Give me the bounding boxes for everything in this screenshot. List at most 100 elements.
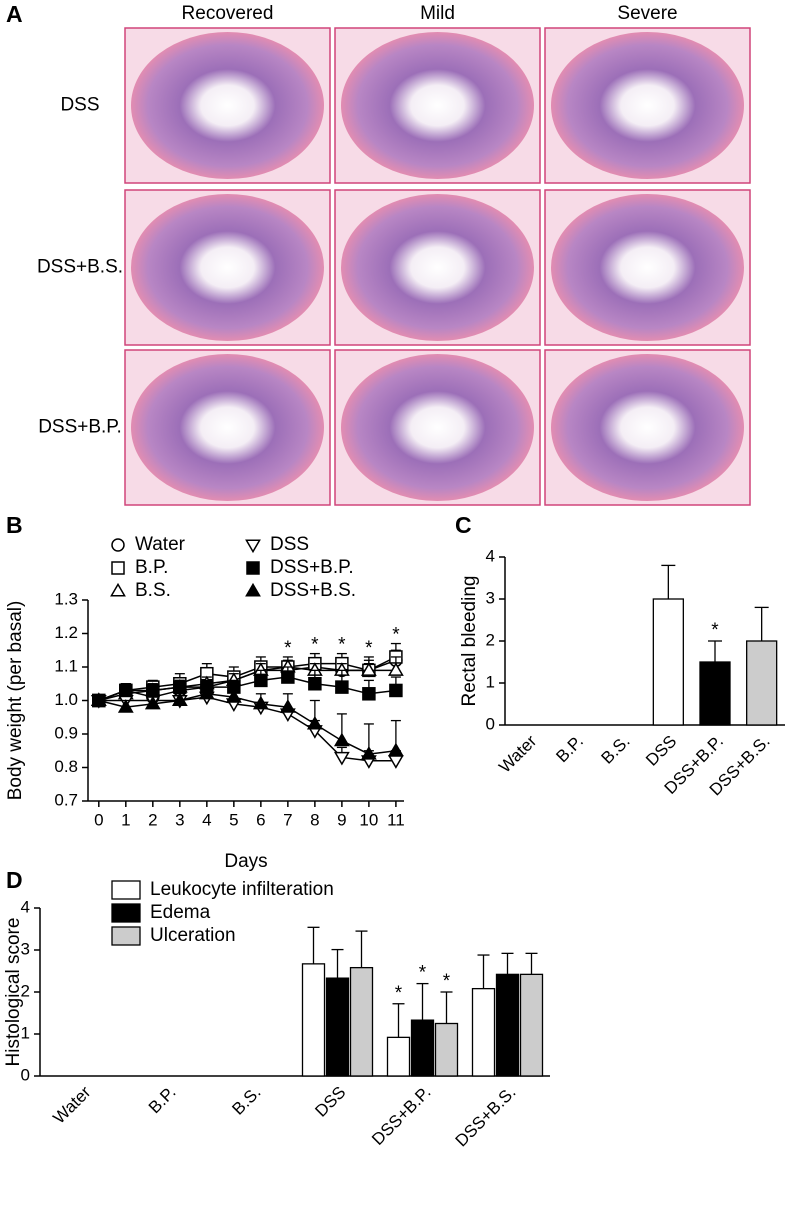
- y-tick-label: 4: [486, 546, 495, 565]
- bar: [434, 1022, 459, 1077]
- marker: [362, 687, 376, 701]
- legend-marker: [246, 561, 260, 575]
- y-tick-label: 1.2: [54, 623, 78, 642]
- bar: [495, 973, 520, 1077]
- tissue-section: [131, 32, 324, 179]
- y-axis-label: Body weight (per basal): [5, 601, 26, 801]
- series-line: [98, 693, 396, 755]
- x-tick-label: 2: [148, 810, 157, 829]
- bar: [325, 977, 350, 1077]
- tissue-section: [551, 194, 744, 341]
- bar: [699, 661, 731, 726]
- legend-label: Water: [135, 534, 186, 555]
- significance: *: [395, 983, 403, 1004]
- marker: [360, 746, 377, 760]
- legend-swatch: [111, 903, 141, 923]
- marker: [360, 662, 377, 676]
- marker: [225, 689, 242, 703]
- x-tick-label: Water: [495, 731, 540, 776]
- y-tick-label: 4: [21, 897, 30, 916]
- legend-marker: [245, 539, 261, 554]
- marker: [335, 680, 349, 694]
- significance: *: [311, 635, 319, 656]
- y-tick-label: 0: [486, 714, 495, 733]
- legend-marker: [110, 582, 126, 597]
- bar: [410, 1019, 435, 1077]
- bar: [652, 598, 684, 726]
- marker: [387, 742, 404, 757]
- panel-label: C: [455, 512, 472, 538]
- x-tick-label: 8: [310, 810, 319, 829]
- marker: [279, 699, 296, 713]
- tissue-section: [131, 354, 324, 501]
- panel-label: A: [6, 1, 23, 27]
- significance: *: [365, 638, 373, 659]
- marker: [198, 685, 215, 700]
- x-axis-label: Days: [224, 851, 267, 872]
- column-label: Severe: [617, 3, 677, 24]
- y-tick-label: 0: [21, 1065, 30, 1084]
- marker: [119, 683, 133, 698]
- row-label: DSS: [60, 95, 99, 116]
- y-tick-label: 1.3: [54, 589, 78, 608]
- significance: *: [443, 971, 451, 992]
- x-tick-label: DSS: [642, 732, 680, 770]
- significance: *: [419, 963, 427, 984]
- y-tick-label: 0.9: [54, 723, 78, 742]
- tissue-section: [341, 32, 534, 179]
- marker: [333, 751, 350, 766]
- marker: [254, 673, 268, 688]
- marker: [387, 755, 404, 769]
- tissue-section: [131, 194, 324, 341]
- legend-marker: [111, 561, 125, 575]
- x-tick-label: DSS+B.S.: [452, 1083, 520, 1151]
- row-label: DSS+B.P.: [38, 417, 122, 438]
- significance: *: [338, 635, 346, 656]
- legend-label: Leukocyte infilteration: [150, 879, 334, 900]
- marker: [252, 695, 269, 710]
- y-axis-label: Rectal bleeding: [459, 576, 480, 707]
- legend-marker: [245, 582, 261, 597]
- legend-swatch: [111, 880, 141, 900]
- x-tick-label: Water: [49, 1082, 94, 1127]
- x-tick-label: DSS+B.P.: [368, 1083, 434, 1149]
- legend-label: Ulceration: [150, 925, 236, 946]
- y-tick-label: 1: [21, 1023, 30, 1042]
- x-tick-label: 0: [94, 810, 103, 829]
- y-tick-label: 0.7: [54, 790, 78, 809]
- x-tick-label: 7: [283, 810, 292, 829]
- y-axis-label: Histological score: [3, 918, 24, 1067]
- x-tick-label: 11: [387, 810, 405, 829]
- marker: [389, 683, 403, 698]
- x-tick-label: 10: [359, 810, 378, 829]
- x-tick-label: 3: [175, 810, 184, 829]
- legend-label: DSS: [270, 534, 309, 555]
- x-tick-label: 9: [337, 810, 346, 829]
- marker: [306, 715, 323, 730]
- significance: *: [711, 620, 719, 641]
- marker: [171, 692, 188, 707]
- x-tick-label: B.S.: [228, 1083, 264, 1119]
- marker: [387, 662, 404, 676]
- tissue-section: [341, 194, 534, 341]
- bar: [471, 987, 496, 1077]
- panel-label: D: [6, 867, 23, 893]
- bar: [746, 640, 778, 726]
- legend-label: B.S.: [135, 580, 171, 601]
- legend-label: DSS+B.P.: [270, 557, 354, 578]
- y-tick-label: 2: [486, 630, 495, 649]
- legend-label: Edema: [150, 902, 211, 923]
- bar: [386, 1036, 411, 1077]
- y-tick-label: 0.8: [54, 757, 78, 776]
- x-tick-label: B.S.: [598, 732, 634, 768]
- x-tick-label: B.P.: [552, 732, 587, 767]
- marker: [281, 670, 295, 684]
- row-label: DSS+B.S.: [37, 257, 123, 278]
- series-line: [98, 696, 396, 762]
- tissue-section: [341, 354, 534, 501]
- legend-swatch: [111, 926, 141, 946]
- marker: [144, 695, 161, 710]
- legend-marker: [111, 538, 125, 552]
